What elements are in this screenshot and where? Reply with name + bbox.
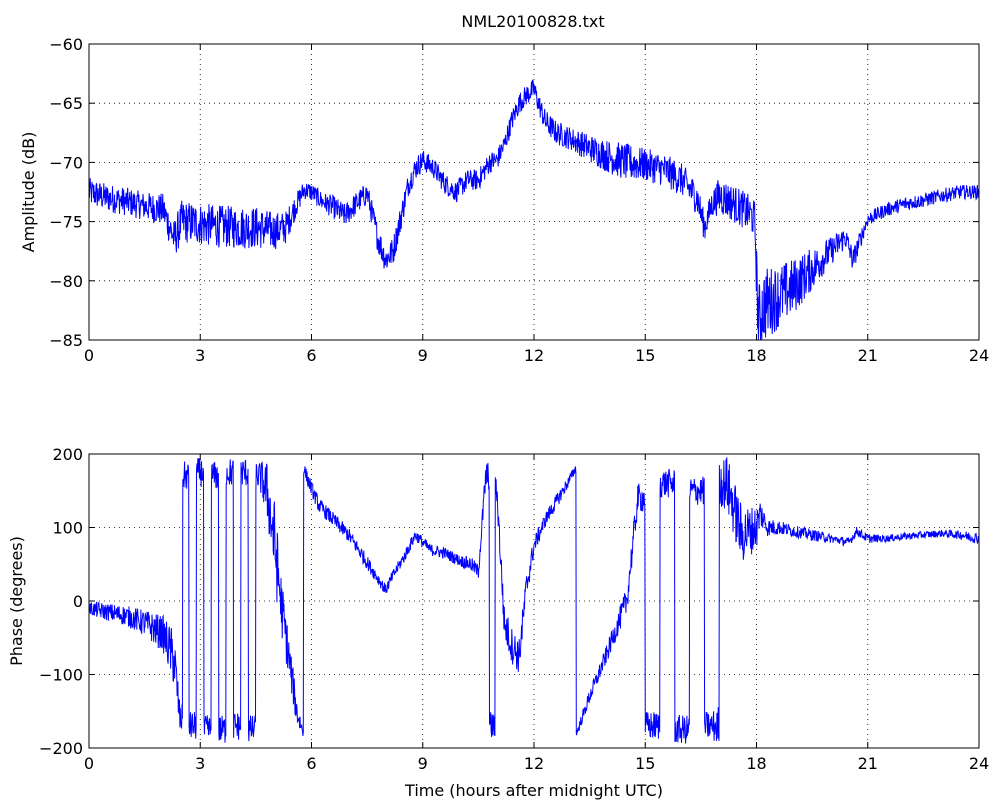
phase-axes: 0 3 6 9 12 15 18 21 24 −200 −100 0 100 200 [39,445,989,773]
amplitude-series-line [89,79,979,340]
phase-xtick-label: 15 [635,754,655,773]
phase-ytick-label: −100 [39,666,83,685]
phase-xtick-label: 6 [306,754,316,773]
amplitude-ytick-label: −60 [49,35,83,54]
amplitude-ylabel: Amplitude (dB) [19,132,38,253]
figure-title: NML20100828.txt [461,12,604,31]
phase-ytick-label: −200 [39,739,83,758]
phase-xlabel: Time (hours after midnight UTC) [404,781,663,800]
amplitude-xtick-label: 21 [858,346,878,365]
phase-series-line [89,457,979,744]
phase-xtick-label: 21 [858,754,878,773]
amplitude-ytick-label: −65 [49,94,83,113]
amplitude-xtick-label: 6 [306,346,316,365]
phase-ytick-label: 200 [52,445,83,464]
amplitude-xtick-label: 9 [418,346,428,365]
phase-ytick-label: 100 [52,519,83,538]
amplitude-ytick-label: −85 [49,331,83,350]
amplitude-ytick-label: −75 [49,213,83,232]
amplitude-xtick-label: 18 [746,346,766,365]
amplitude-xtick-label: 24 [969,346,989,365]
phase-ylabel: Phase (degrees) [7,536,26,666]
amplitude-ytick-label: −70 [49,153,83,172]
phase-xtick-label: 3 [195,754,205,773]
amplitude-xtick-label: 3 [195,346,205,365]
phase-xtick-label: 24 [969,754,989,773]
phase-ytick-label: 0 [73,592,83,611]
amplitude-xtick-label: 15 [635,346,655,365]
amplitude-xtick-label: 12 [524,346,544,365]
amplitude-xtick-label: 0 [84,346,94,365]
phase-xtick-label: 12 [524,754,544,773]
amplitude-ytick-label: −80 [49,272,83,291]
phase-xtick-label: 9 [418,754,428,773]
phase-xtick-label: 0 [84,754,94,773]
phase-xtick-label: 18 [746,754,766,773]
amplitude-axes: 0 3 6 9 12 15 18 21 24 −85 −80 −75 −70 −65 −60 [49,35,989,365]
